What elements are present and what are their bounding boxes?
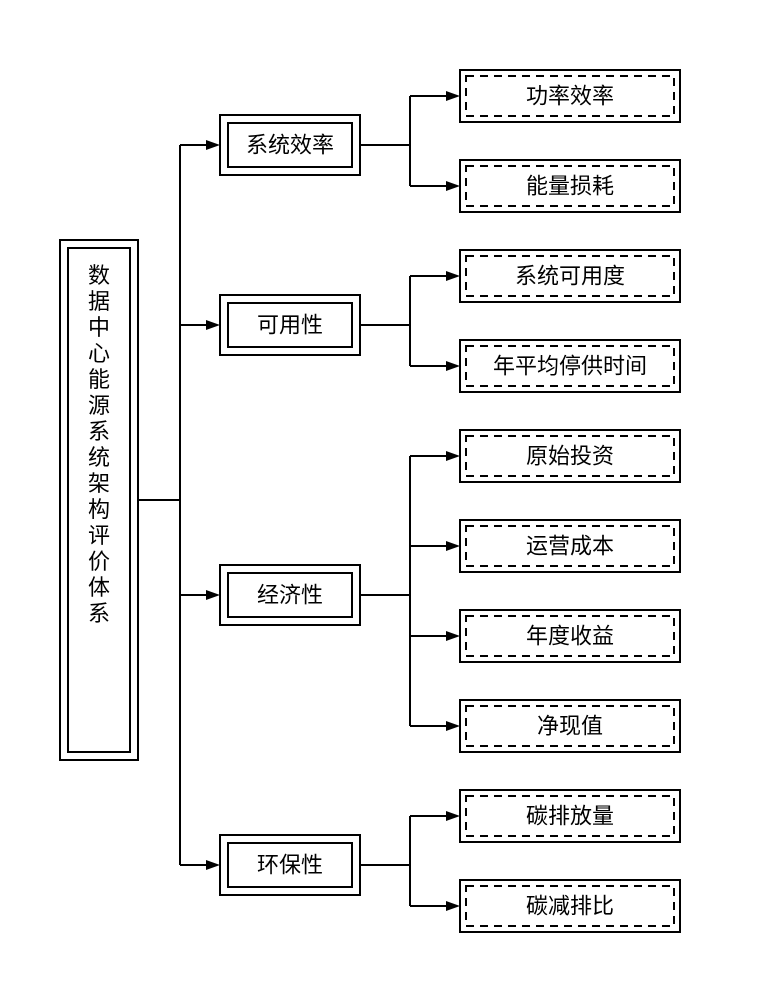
leaf-npv-label: 净现值 (537, 714, 603, 739)
mid-efficiency-label: 系统效率 (246, 133, 334, 158)
leaf-sys-avail-label: 系统可用度 (515, 264, 625, 289)
leaf-capex-label: 原始投资 (526, 444, 614, 469)
root-label: 数据中心能源系统架构评价体系 (88, 263, 110, 626)
leaf-power-eff-label: 功率效率 (526, 84, 614, 109)
leaf-annual-rev-label: 年度收益 (526, 624, 614, 649)
leaf-carbon-red-label: 碳减排比 (526, 894, 614, 919)
leaf-carbon-emit-label: 碳排放量 (526, 804, 614, 829)
mid-economy-label: 经济性 (257, 583, 323, 608)
mid-environment-label: 环保性 (257, 853, 323, 878)
hierarchy-diagram: 数据中心能源系统架构评价体系 系统效率 功率效率能量损耗可用性 系统可用度年平均停供时… (0, 0, 768, 1000)
leaf-opex-label: 运营成本 (526, 534, 614, 559)
mid-availability-label: 可用性 (257, 313, 323, 338)
leaf-energy-loss-label: 能量损耗 (526, 174, 614, 199)
leaf-downtime-label: 年平均停供时间 (493, 354, 647, 379)
